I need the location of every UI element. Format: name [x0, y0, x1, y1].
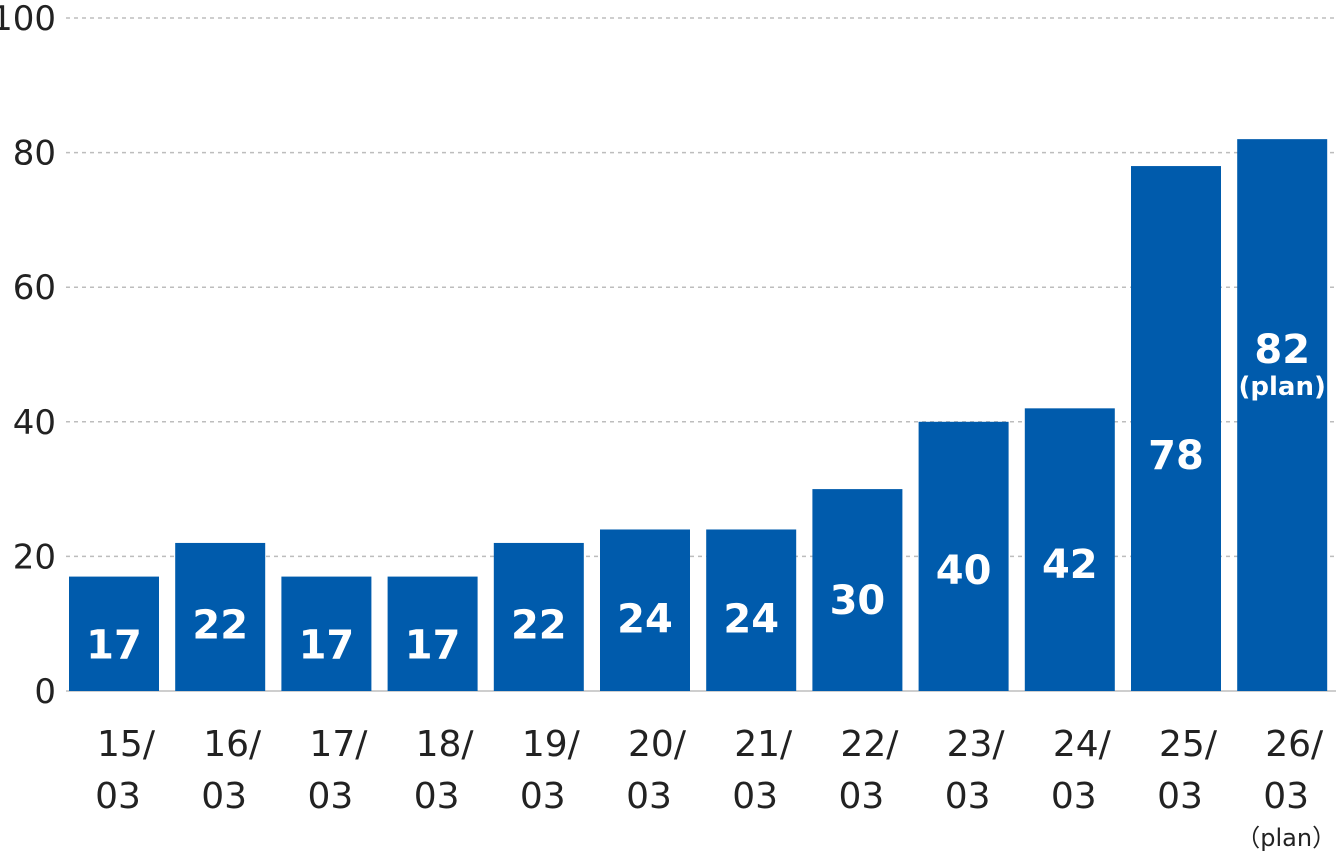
bar [493, 542, 584, 691]
x-tick-label-month: 03 [945, 776, 991, 817]
x-tick-label-year: 17/ [309, 724, 368, 765]
bar-plan-label: (plan) [1239, 372, 1326, 402]
bar-value-label: 40 [936, 548, 992, 594]
y-axis-ticks: 0 20 40 60 80 100 [0, 0, 56, 712]
bar [1131, 166, 1221, 691]
bar [918, 421, 1009, 691]
x-tick-label-month: 03 [838, 776, 884, 817]
x-tick-label-year: 16/ [203, 724, 262, 765]
bar-value-label: 30 [830, 578, 886, 624]
bar [600, 529, 690, 691]
x-tick-label-year: 23/ [947, 724, 1006, 765]
bar [1024, 408, 1115, 691]
bar-value-label: 78 [1148, 433, 1204, 479]
x-tick-label-month: 03 [95, 776, 141, 817]
x-tick-label-year: 25/ [1159, 724, 1218, 765]
bar-value-label: 24 [723, 596, 779, 642]
x-tick-label-month: 03 [414, 776, 460, 817]
x-tick-label-month: 03 [201, 776, 247, 817]
gridlines [66, 17, 1336, 692]
x-tick-label-year: 19/ [522, 724, 581, 765]
bars [69, 139, 1328, 691]
x-tick-label-month: 03 [626, 776, 672, 817]
bar-value-label: 82 [1254, 327, 1310, 373]
bar-value-label: 17 [299, 623, 355, 669]
x-tick-label-year: 24/ [1053, 724, 1112, 765]
x-tick-label-month: 03 [307, 776, 353, 817]
y-tick-label: 20 [13, 537, 56, 577]
bar [281, 576, 372, 691]
x-tick-label-month: 03 [1157, 776, 1203, 817]
y-tick-label: 80 [13, 134, 56, 174]
bar [387, 576, 478, 691]
x-tick-label-year: 15/ [97, 724, 156, 765]
x-tick-label-month: 03 [520, 776, 566, 817]
x-tick-label-month: 03 [1051, 776, 1097, 817]
bar [812, 489, 903, 691]
x-tick-plan-note: （plan） [1236, 824, 1336, 852]
y-tick-label: 60 [13, 268, 56, 308]
bar-value-label: 17 [86, 623, 142, 669]
x-tick-label-year: 26/ [1265, 724, 1324, 765]
bar-value-label: 22 [511, 602, 567, 648]
y-tick-label: 100 [0, 0, 56, 39]
bar-value-label: 22 [192, 602, 248, 648]
x-tick-label-year: 21/ [734, 724, 793, 765]
y-tick-label: 0 [34, 672, 56, 712]
x-tick-label-year: 18/ [416, 724, 475, 765]
x-tick-label-year: 20/ [628, 724, 687, 765]
y-tick-label: 40 [13, 403, 56, 443]
bar [1237, 139, 1328, 691]
bar-value-labels: 17 22 17 17 22 24 24 30 40 42 78 82(plan) [86, 327, 1326, 669]
bar-value-label: 24 [617, 596, 673, 642]
bar-value-label: 17 [405, 623, 461, 669]
bar [706, 529, 797, 691]
x-axis-ticks: 15/03 16/03 17/03 18/03 19/03 20/03 21/03 22/03… [95, 724, 1336, 852]
x-tick-label-month: 03 [1263, 776, 1309, 817]
bar-value-label: 42 [1042, 542, 1098, 588]
x-tick-label-year: 22/ [840, 724, 899, 765]
x-tick-label-month: 03 [732, 776, 778, 817]
bar [175, 542, 266, 691]
bar [69, 576, 159, 691]
